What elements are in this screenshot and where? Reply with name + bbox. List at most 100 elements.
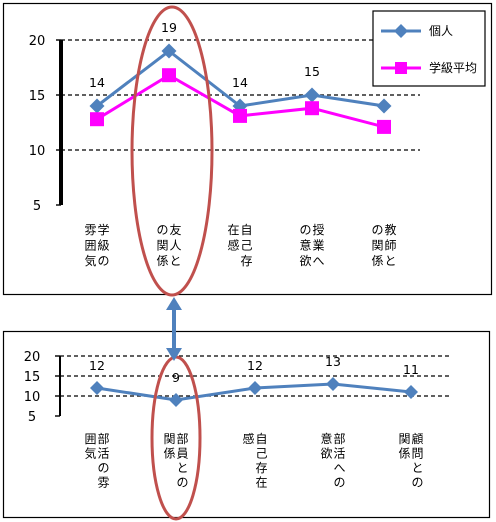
data-label: 14: [232, 75, 248, 90]
y-tick-label: 20: [24, 350, 41, 365]
y-tick-label: 5: [33, 199, 41, 214]
category-label-char: 友: [169, 223, 181, 237]
category-label-char: 自: [240, 223, 252, 237]
category-label-char: 関: [163, 432, 175, 446]
data-point: [377, 119, 391, 134]
y-tick-label: 20: [29, 34, 46, 49]
data-label: 15: [304, 64, 320, 79]
category-label-char: 問: [411, 447, 423, 461]
category-label-char: 授: [312, 222, 324, 237]
data-label: 9: [172, 370, 180, 385]
data-point: [161, 43, 177, 59]
category-label-char: 教: [384, 222, 396, 237]
data-label: 12: [247, 358, 263, 373]
data-point: [404, 385, 418, 399]
category-label-char: 員: [176, 447, 188, 461]
legend-marker: [395, 62, 407, 74]
category-label-char: 囲: [84, 432, 96, 446]
data-label: 11: [403, 362, 419, 377]
category-label-char: 活: [97, 447, 109, 461]
category-label-char: 学: [97, 222, 109, 237]
category-label-char: の: [97, 461, 109, 475]
category-label-char: 雰: [97, 476, 109, 490]
category-label-char: 関: [371, 239, 383, 253]
category-label-char: 意: [320, 431, 332, 446]
y-tick-label: 10: [24, 390, 41, 405]
category-label-char: 部: [333, 431, 345, 446]
category-label-char: 人: [169, 239, 181, 253]
legend-marker: [394, 24, 408, 38]
connector-arrow: [166, 297, 182, 361]
category-label-char: と: [169, 254, 181, 268]
category-label-char: 存: [240, 254, 252, 268]
top-chart: 201510514191415学級の雰囲気友人との関係自己存在感授業への意欲教師…: [29, 10, 486, 268]
bottom-chart-frame: [2, 330, 491, 519]
data-point: [89, 98, 105, 114]
category-label-char: の: [299, 223, 311, 237]
category-label-char: 業: [312, 239, 324, 253]
legend-box: [372, 10, 486, 87]
data-point: [248, 381, 262, 395]
legend-entry: 個人: [429, 24, 453, 38]
category-label-char: 気: [84, 446, 96, 461]
y-tick-label: 15: [24, 370, 41, 385]
category-label-char: 活: [333, 447, 345, 461]
category-label-char: 己: [255, 447, 267, 461]
category-label-char: 存: [255, 461, 267, 475]
category-label-char: 級: [97, 239, 109, 253]
y-tick-label: 5: [28, 410, 36, 425]
legend-entry: 学級平均: [429, 60, 477, 75]
highlight-ellipse-top: [130, 5, 214, 297]
category-label-char: 感: [227, 238, 239, 253]
category-label-char: の: [156, 223, 168, 237]
category-label-char: 部: [97, 431, 109, 446]
category-label-char: の: [176, 476, 188, 490]
data-point: [304, 87, 320, 103]
category-label-char: 意: [299, 238, 311, 253]
data-point: [162, 68, 176, 83]
category-label-char: と: [176, 461, 188, 475]
data-point: [90, 381, 104, 395]
category-label-char: 係: [163, 447, 175, 461]
category-label-char: の: [333, 476, 345, 490]
category-label-char: 囲: [84, 239, 96, 253]
data-label: 19: [161, 20, 177, 35]
category-label-char: と: [411, 461, 423, 475]
category-label-char: 係: [398, 447, 410, 461]
category-label-char: 欲: [299, 254, 311, 268]
data-label: 14: [89, 75, 105, 90]
data-point: [233, 108, 247, 123]
category-label-char: 師: [384, 239, 396, 253]
category-label-char: の: [97, 254, 109, 268]
category-label-char: の: [371, 223, 383, 237]
data-point: [305, 101, 319, 116]
top-chart-frame: [2, 2, 493, 296]
category-label-char: 係: [156, 254, 168, 268]
data-point: [376, 98, 392, 114]
category-label-char: 欲: [320, 447, 332, 461]
category-label-char: へ: [312, 254, 324, 268]
y-tick-label: 10: [29, 144, 46, 159]
data-point: [326, 377, 340, 391]
category-label-char: 自: [255, 432, 267, 446]
data-point: [90, 112, 104, 127]
data-point: [169, 393, 183, 407]
category-label-char: 在: [227, 223, 239, 237]
data-label: 13: [325, 354, 341, 369]
category-label-char: と: [384, 254, 396, 268]
category-label-char: の: [411, 476, 423, 490]
y-tick-label: 15: [29, 89, 46, 104]
category-label-char: へ: [333, 461, 345, 475]
category-label-char: 在: [255, 476, 267, 490]
category-label-char: 感: [242, 431, 254, 446]
category-label-char: 己: [240, 239, 252, 253]
category-label-char: 顧: [411, 431, 423, 446]
category-label-char: 雰: [84, 223, 96, 237]
category-label-char: 関: [398, 432, 410, 446]
data-label: 12: [89, 358, 105, 373]
category-label-char: 係: [371, 254, 383, 268]
category-label-char: 部: [176, 431, 188, 446]
